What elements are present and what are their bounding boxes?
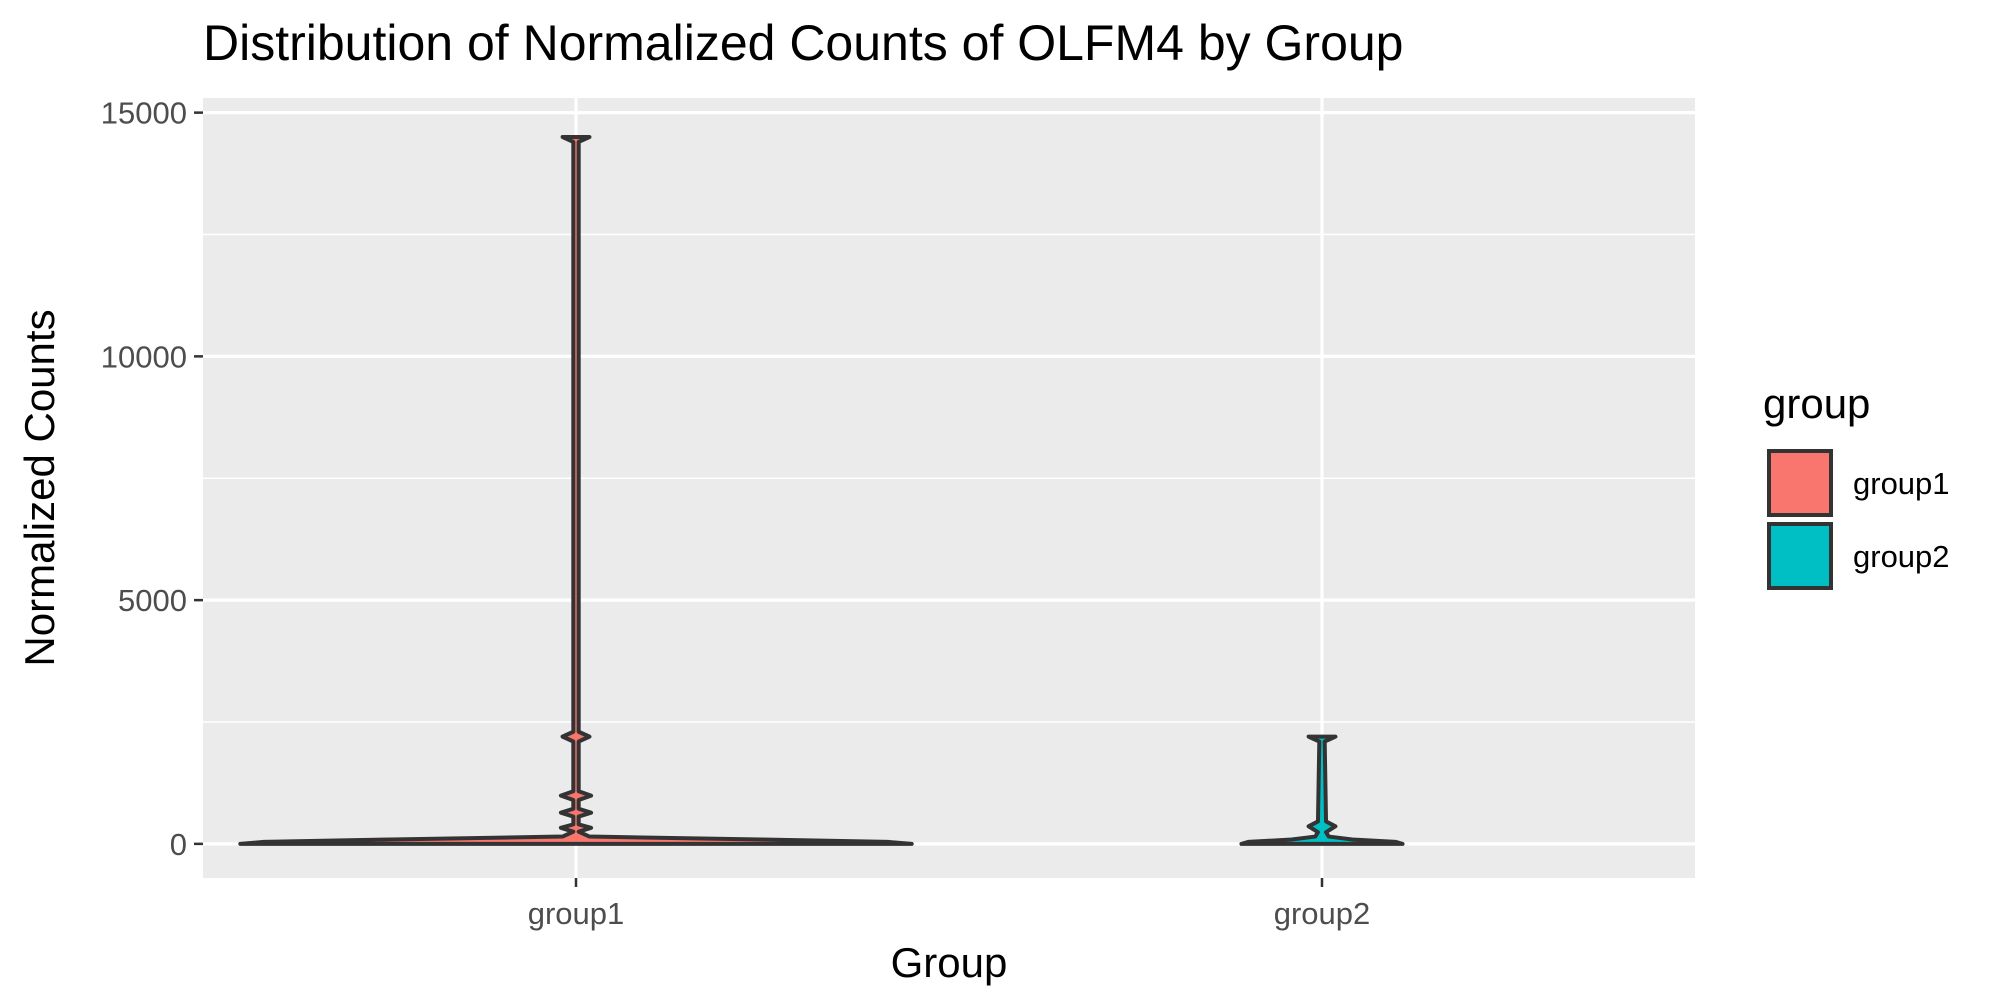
- violin-group2: [1239, 734, 1405, 846]
- y-axis: 0 5000 10000 15000: [101, 96, 203, 862]
- minor-gridlines: [203, 233, 1695, 723]
- x-tick-label: group2: [1274, 896, 1371, 931]
- legend-title: group: [1763, 380, 1870, 427]
- chart-title: Distribution of Normalized Counts of OLF…: [203, 15, 1404, 71]
- legend-swatch-group2: [1767, 522, 1833, 590]
- legend-label-group2: group2: [1853, 539, 1950, 574]
- y-axis-title: Normalized Counts: [16, 309, 63, 666]
- violin-group1: [238, 135, 914, 846]
- x-tick-label: group1: [528, 896, 625, 931]
- legend: group group1 group2: [1763, 380, 1950, 590]
- y-tick-label: 10000: [101, 339, 187, 374]
- legend-swatch-group1: [1767, 449, 1833, 517]
- y-tick-label: 5000: [118, 583, 187, 618]
- legend-label-group1: group1: [1853, 466, 1950, 501]
- x-axis: group1 group2: [528, 878, 1371, 931]
- y-tick-label: 0: [170, 827, 187, 862]
- y-tick-label: 15000: [101, 96, 187, 131]
- x-axis-title: Group: [891, 939, 1008, 986]
- plot-panel: [203, 98, 1695, 878]
- violins: [238, 135, 1405, 846]
